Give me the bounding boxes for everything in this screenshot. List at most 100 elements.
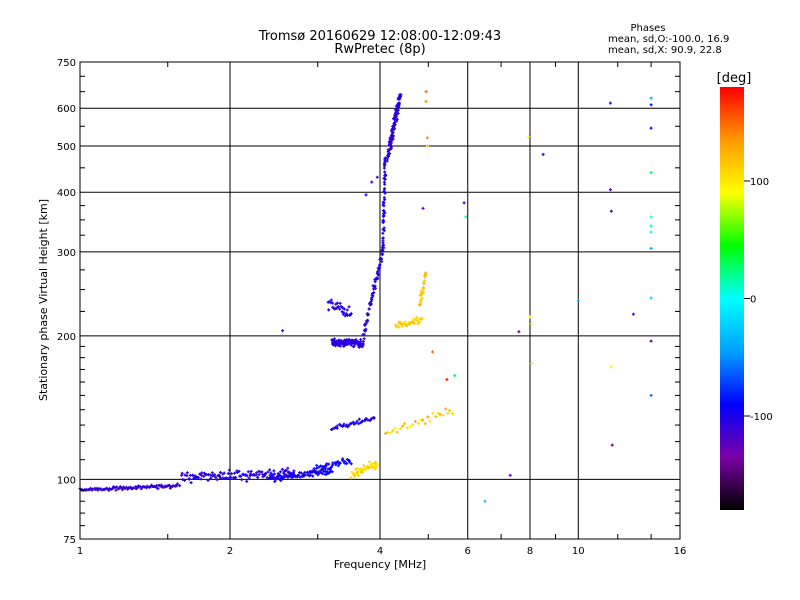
data-point <box>381 236 385 240</box>
data-point <box>114 488 118 492</box>
data-point <box>389 141 393 145</box>
data-point <box>391 429 395 433</box>
data-point <box>119 486 123 490</box>
data-point <box>352 422 356 426</box>
data-point <box>257 469 261 473</box>
data-point <box>303 470 307 474</box>
data-point <box>350 338 354 342</box>
colorbar-tick-label: 0 <box>750 295 756 306</box>
data-point <box>362 463 366 467</box>
data-point <box>196 476 200 480</box>
x-tick-label: 6 <box>465 546 471 557</box>
data-point <box>288 474 292 478</box>
legend-title: Phases <box>630 23 665 34</box>
data-point <box>367 460 371 464</box>
data-point <box>382 187 386 191</box>
y-axis: 75 100 200 300 400 500 600 750 <box>57 58 680 546</box>
data-point <box>336 464 340 468</box>
data-point <box>349 462 353 466</box>
data-point <box>383 170 387 174</box>
data-point <box>529 361 533 365</box>
data-point <box>124 485 128 489</box>
data-point <box>403 320 407 324</box>
data-point <box>349 312 353 316</box>
data-point <box>246 470 250 474</box>
data-point <box>376 271 380 275</box>
data-point <box>235 471 239 475</box>
data-point <box>233 471 237 475</box>
data-point <box>185 471 189 475</box>
data-point <box>315 463 319 467</box>
data-point <box>388 152 392 156</box>
data-point <box>335 426 339 430</box>
data-point <box>483 499 487 503</box>
data-point <box>356 474 360 478</box>
y-tick-label: 600 <box>57 104 76 115</box>
data-point <box>311 474 315 478</box>
data-point <box>327 462 331 466</box>
x-tick-label: 2 <box>227 546 233 557</box>
x-tick-label: 8 <box>527 546 533 557</box>
data-point <box>391 130 395 134</box>
data-point <box>366 312 370 316</box>
data-point <box>609 209 613 213</box>
data-point <box>424 272 428 276</box>
data-point <box>342 311 346 315</box>
y-tick-label: 100 <box>57 475 76 486</box>
data-point <box>254 471 258 475</box>
data-point <box>382 229 386 233</box>
data-point <box>380 252 384 256</box>
data-point <box>317 465 321 469</box>
data-point <box>226 472 230 476</box>
data-point <box>425 144 429 148</box>
data-point <box>418 320 422 324</box>
data-point <box>517 330 521 334</box>
data-point <box>315 466 319 470</box>
data-point <box>247 476 251 480</box>
data-point <box>434 415 438 419</box>
data-point <box>185 474 189 478</box>
data-point <box>327 300 331 304</box>
data-point <box>234 476 238 480</box>
data-point <box>390 132 394 136</box>
data-point <box>268 468 272 472</box>
data-point <box>226 476 230 480</box>
data-point <box>347 305 351 309</box>
data-point <box>371 294 375 298</box>
data-point <box>198 472 202 476</box>
data-point <box>239 474 243 478</box>
plot-frame <box>79 61 681 540</box>
data-point <box>422 287 426 291</box>
data-point <box>210 471 214 475</box>
data-point <box>649 246 653 250</box>
data-point <box>649 215 653 219</box>
data-point <box>341 457 345 461</box>
data-point <box>446 411 450 415</box>
data-point <box>206 478 210 482</box>
data-point <box>649 96 653 100</box>
data-point <box>608 101 612 105</box>
data-point <box>360 470 364 474</box>
data-point <box>464 215 468 219</box>
data-point <box>330 427 334 431</box>
y-axis-label: Stationary phase Virtual Height [km] <box>37 199 50 401</box>
data-point <box>396 111 400 115</box>
data-point <box>156 487 160 491</box>
data-point <box>401 424 405 428</box>
data-point <box>153 484 157 488</box>
data-point <box>332 338 336 342</box>
data-point <box>631 312 635 316</box>
data-point <box>218 470 222 474</box>
colorbar <box>720 87 744 510</box>
data-point <box>266 470 270 474</box>
data-point <box>382 200 386 204</box>
colorbar-tick-label: -100 <box>750 412 773 423</box>
data-point <box>382 209 386 213</box>
data-point <box>364 468 368 472</box>
data-point <box>421 290 425 294</box>
data-point <box>175 484 179 488</box>
data-point <box>189 481 193 485</box>
x-axis-label: Frequency [MHz] <box>334 558 426 571</box>
y-tick-label: 75 <box>63 535 76 546</box>
data-point <box>385 157 389 161</box>
